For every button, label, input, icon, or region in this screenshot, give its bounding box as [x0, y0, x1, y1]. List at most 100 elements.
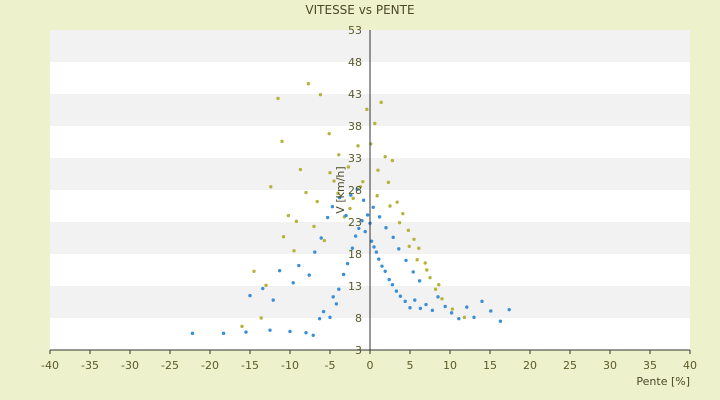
series-1-point — [337, 195, 342, 200]
series-2-point — [332, 179, 336, 183]
series-1-point — [221, 331, 226, 336]
series-1-point — [449, 311, 454, 315]
series-1-point — [331, 295, 335, 299]
series-2-point — [406, 228, 411, 233]
series-2-point — [336, 191, 340, 195]
series-2-point — [390, 158, 395, 163]
y-tick-label: 3 — [355, 344, 362, 357]
series-1-point — [398, 294, 403, 298]
series-2-point — [379, 100, 383, 105]
series-2-point — [304, 190, 308, 195]
series-1-point — [390, 283, 395, 287]
y-tick-label: 38 — [348, 120, 362, 133]
series-2-point — [388, 204, 392, 208]
y-tick-label: 13 — [348, 280, 362, 293]
series-1-point — [377, 257, 381, 261]
series-1-point — [394, 289, 399, 293]
series-2-point — [322, 238, 327, 243]
series-2-points — [240, 82, 467, 329]
series-2-point — [440, 297, 444, 301]
series-2-point — [315, 199, 319, 204]
series-1-point — [417, 279, 422, 283]
y-tick-label: 33 — [348, 152, 362, 165]
x-tick-label: 20 — [523, 359, 537, 372]
series-1-point — [480, 299, 484, 304]
series-1-point — [465, 305, 469, 309]
series-1-point — [288, 329, 292, 334]
series-1-point — [387, 277, 391, 282]
series-1-point — [357, 226, 361, 231]
series-2-point — [298, 167, 303, 172]
series-1-point — [507, 307, 511, 312]
chart-title: VITESSE vs PENTE — [305, 3, 414, 17]
series-1-point — [313, 250, 317, 254]
series-2-point — [294, 219, 299, 224]
series-2-point — [437, 283, 441, 287]
series-1-point — [355, 187, 359, 192]
x-tick-label: -40 — [41, 359, 59, 372]
series-1-point — [436, 295, 440, 299]
series-1-point — [369, 239, 374, 243]
series-1-point — [277, 268, 282, 273]
x-tick-label: 15 — [483, 359, 497, 372]
x-tick-label: -25 — [161, 359, 179, 372]
series-2-point — [383, 155, 387, 159]
series-1-point — [353, 234, 358, 238]
series-2-point — [401, 211, 405, 216]
series-2-point — [312, 224, 316, 229]
series-1-point — [321, 309, 326, 314]
x-tick-label: 5 — [407, 359, 414, 372]
y-tick-label: 18 — [348, 248, 362, 261]
y-tick-label: 53 — [348, 24, 362, 37]
series-2-point — [417, 246, 421, 250]
axes: -40 -35 -30 -25 -20 -15 -10 -5 0 5 10 15 20 25 30 35 40 3… — [41, 24, 697, 372]
series-2-point — [337, 153, 341, 157]
series-2-point — [462, 315, 467, 320]
series-1-point — [457, 316, 461, 321]
x-tick-label: 40 — [683, 359, 697, 372]
series-2-point — [395, 200, 399, 204]
series-2-point — [407, 244, 411, 249]
series-1-point — [337, 287, 341, 291]
series-1-point — [261, 286, 265, 291]
x-tick-label: 25 — [563, 359, 577, 372]
series-1-point — [271, 298, 275, 302]
series-2-point — [351, 196, 355, 201]
series-1-point — [443, 304, 447, 309]
series-2-point — [386, 180, 391, 185]
series-1-points — [190, 187, 511, 337]
series-1-point — [304, 331, 308, 335]
series-1-point — [403, 299, 407, 304]
series-2-point — [423, 261, 427, 265]
series-2-point — [328, 171, 332, 175]
series-2-point — [318, 92, 323, 97]
series-1-point — [291, 281, 295, 285]
series-1-point — [408, 306, 412, 310]
series-1-point — [411, 270, 415, 274]
series-1-point — [397, 247, 401, 251]
x-tick-label: -10 — [281, 359, 299, 372]
series-2-point — [306, 82, 311, 86]
series-1-point — [489, 309, 493, 313]
series-1-point — [418, 306, 423, 311]
series-1-point — [472, 315, 476, 320]
series-2-point — [365, 107, 369, 112]
series-1-point — [380, 264, 384, 268]
series-1-point — [430, 308, 435, 313]
series-2-point — [346, 165, 351, 169]
series-2-point — [433, 287, 438, 291]
series-1-point — [383, 269, 387, 273]
y-tick-label: 43 — [348, 88, 362, 101]
y-tick-label: 28 — [348, 184, 362, 197]
series-2-point — [252, 269, 256, 273]
x-tick-label: -20 — [201, 359, 219, 372]
series-1-point — [341, 272, 346, 277]
x-tick-label: -15 — [241, 359, 259, 372]
series-2-point — [280, 139, 284, 144]
series-1-point — [374, 250, 379, 254]
y-tick-label: 23 — [348, 216, 362, 229]
series-1-point — [360, 219, 364, 223]
series-2-point — [425, 268, 429, 272]
x-tick-label: -5 — [325, 359, 336, 372]
